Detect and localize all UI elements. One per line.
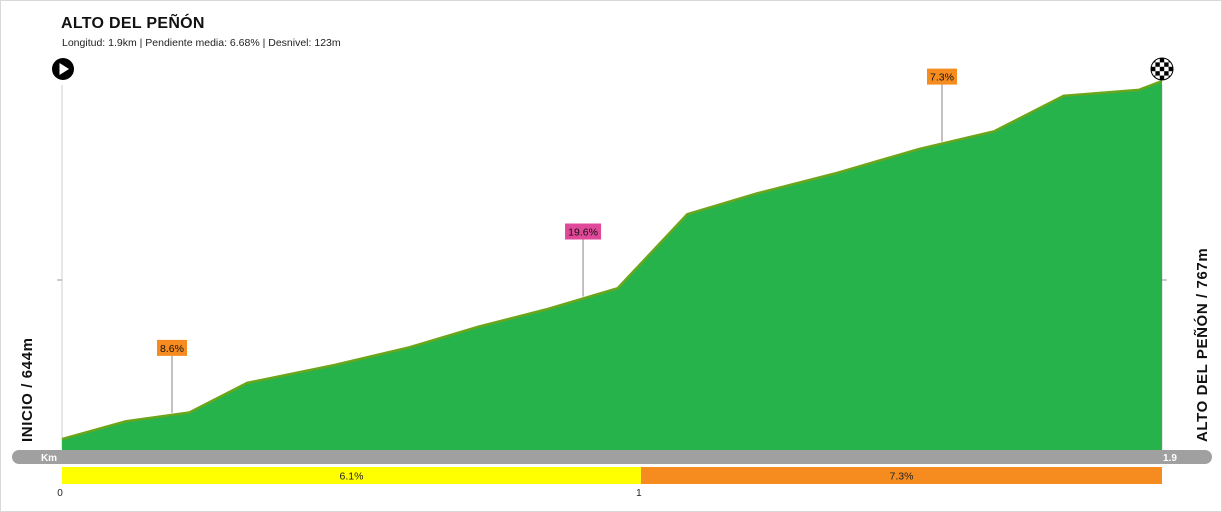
segment-strip: 6.1% 7.3%	[62, 467, 1162, 484]
end-elevation-label: ALTO DEL PEÑÓN / 767m	[1193, 248, 1211, 442]
elevation-outline	[61, 79, 1163, 441]
km-axis-label: Km	[41, 453, 57, 464]
elevation-area	[62, 81, 1162, 450]
climb-title: ALTO DEL PEÑÓN	[61, 15, 205, 32]
segment-bar	[62, 467, 641, 484]
climb-stats: Longitud: 1.9km | Pendiente media: 6.68%…	[62, 37, 341, 49]
gradient-label: 19.6%	[568, 227, 598, 239]
play-icon	[52, 58, 74, 80]
segment-bar	[640, 467, 1162, 484]
segment-gradient-label: 7.3%	[890, 471, 914, 483]
distance-axis-bar	[12, 450, 1212, 464]
gradient-label: 8.6%	[160, 343, 184, 355]
x-tick-label: 0	[57, 488, 63, 499]
checkered-flag-icon	[1150, 57, 1174, 81]
gradient-callout: 8.6%	[157, 339, 187, 413]
gradient-callout: 7.3%	[927, 68, 957, 142]
gradient-callouts: 8.6% 19.6% 7.3%	[157, 68, 957, 413]
x-tick-label: 1	[636, 488, 642, 499]
start-elevation-label: INICIO / 644m	[19, 337, 36, 442]
segment-gradient-label: 6.1%	[340, 471, 364, 483]
callout-box	[157, 339, 187, 356]
km-end-label: 1.9	[1163, 453, 1177, 464]
gradient-label: 7.3%	[930, 72, 954, 84]
gradient-callout: 19.6%	[565, 223, 602, 297]
callout-box	[565, 223, 602, 240]
callout-box	[927, 68, 957, 85]
